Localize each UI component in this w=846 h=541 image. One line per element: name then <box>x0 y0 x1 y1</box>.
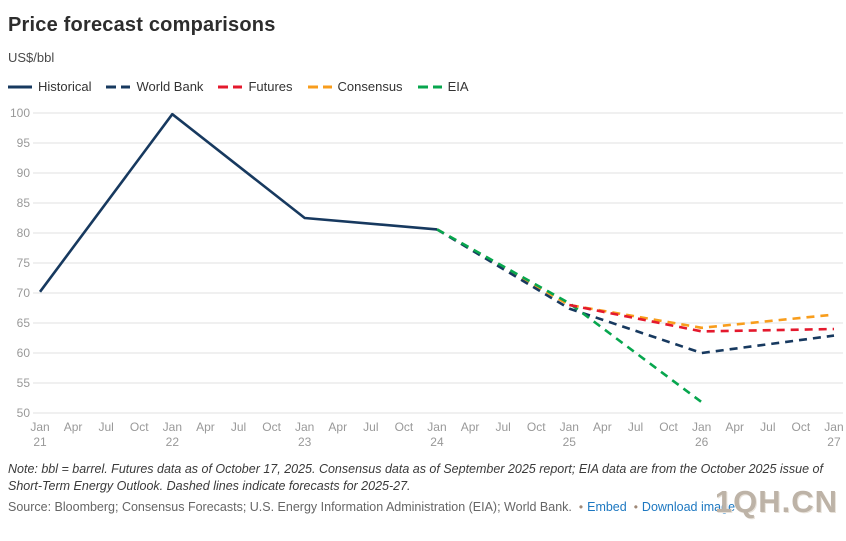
units-label: US$/bbl <box>8 50 55 65</box>
y-axis-label: 95 <box>17 136 31 150</box>
legend-item-futures: Futures <box>218 79 293 94</box>
y-axis-label: 85 <box>17 196 31 210</box>
footnote: Note: bbl = barrel. Futures data as of O… <box>8 462 823 493</box>
y-axis-label: 80 <box>17 226 31 240</box>
x-axis-year-label: 22 <box>166 435 180 449</box>
legend: Historical World Bank Futures Consensus EIA <box>8 79 469 94</box>
x-axis-month-label: Jan <box>30 420 49 434</box>
bullet-separator: • <box>578 500 584 514</box>
source-line: Source: Bloomberg; Consensus Forecasts; … <box>8 500 735 514</box>
legend-label: Consensus <box>337 79 403 94</box>
x-axis-month-label: Apr <box>461 420 480 434</box>
x-axis-year-label: 26 <box>695 435 709 449</box>
x-axis-year-label: 24 <box>430 435 444 449</box>
legend-line-swatch-icon <box>218 85 243 88</box>
x-axis-month-label: Oct <box>262 420 281 434</box>
y-axis-label: 65 <box>17 316 31 330</box>
x-axis-month-label: Jul <box>231 420 246 434</box>
legend-item-world-bank: World Bank <box>106 79 203 94</box>
legend-item-consensus: Consensus <box>307 79 403 94</box>
legend-item-historical: Historical <box>8 79 91 94</box>
x-axis-month-label: Jul <box>495 420 510 434</box>
x-axis-month-label: Oct <box>395 420 414 434</box>
legend-item-eia: EIA <box>417 79 469 94</box>
series-line-historical <box>38 112 438 293</box>
legend-label: EIA <box>447 79 469 94</box>
x-axis-month-label: Apr <box>64 420 83 434</box>
x-axis-month-label: Apr <box>328 420 347 434</box>
x-axis-month-label: Apr <box>725 420 744 434</box>
y-axis-label: 90 <box>17 166 31 180</box>
watermark: 1QH.CN <box>714 484 838 519</box>
x-axis-month-label: Oct <box>792 420 811 434</box>
page-title: Price forecast comparisons <box>8 14 276 36</box>
bullet-separator: • <box>633 500 638 514</box>
x-axis-month-label: Jul <box>628 420 643 434</box>
x-axis-month-label: Oct <box>527 420 546 434</box>
x-axis-year-label: 23 <box>298 435 312 449</box>
y-axis-label: 100 <box>10 106 30 120</box>
download-image-link[interactable]: Download image <box>641 500 736 514</box>
x-axis-month-label: Apr <box>196 420 215 434</box>
x-axis-month-label: Jan <box>295 420 314 434</box>
series-line-consensus <box>436 228 835 330</box>
y-axis-label: 75 <box>17 256 31 270</box>
x-axis-year-label: 27 <box>827 435 841 449</box>
x-axis-month-label: Jan <box>163 420 182 434</box>
legend-line-swatch-icon <box>307 85 332 88</box>
legend-line-swatch-icon <box>417 85 442 88</box>
embed-link[interactable]: Embed <box>587 500 627 514</box>
legend-label: World Bank <box>136 79 204 94</box>
x-axis-year-label: 21 <box>33 435 47 449</box>
source-text: Source: Bloomberg; Consensus Forecasts; … <box>8 500 572 514</box>
y-axis-label: 55 <box>17 376 31 390</box>
series-line-world-bank <box>436 228 835 355</box>
x-axis-month-label: Jul <box>760 420 775 434</box>
x-axis-month-label: Jan <box>824 420 843 434</box>
legend-label: Historical <box>38 79 92 94</box>
x-axis-year-label: 25 <box>563 435 577 449</box>
series-line-eia <box>436 228 703 404</box>
legend-label: Futures <box>248 79 293 94</box>
x-axis-month-label: Oct <box>659 420 678 434</box>
y-axis-label: 60 <box>17 346 31 360</box>
x-axis-month-label: Jan <box>427 420 446 434</box>
series-line-futures <box>569 303 835 333</box>
x-axis-month-label: Jan <box>560 420 579 434</box>
x-axis-month-label: Oct <box>130 420 149 434</box>
x-axis-month-label: Apr <box>593 420 612 434</box>
x-axis-month-label: Jul <box>98 420 113 434</box>
legend-line-swatch-icon <box>106 85 131 88</box>
y-axis-label: 50 <box>17 406 31 420</box>
y-axis-label: 70 <box>17 286 31 300</box>
legend-line-swatch-icon <box>8 85 32 88</box>
x-axis-month-label: Jul <box>363 420 378 434</box>
x-axis-month-label: Jan <box>692 420 711 434</box>
